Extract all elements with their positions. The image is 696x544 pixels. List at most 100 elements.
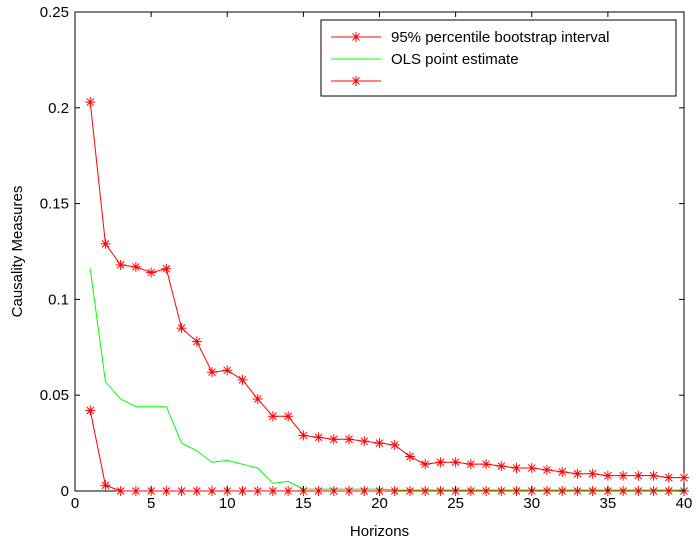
data-point-marker [511, 486, 522, 496]
series-line [89, 268, 684, 491]
data-point-marker [237, 374, 248, 385]
legend-marker [351, 32, 361, 42]
data-point-marker [207, 367, 218, 378]
data-point-marker [344, 434, 355, 445]
data-point-marker [450, 457, 461, 468]
series-line [89, 101, 684, 479]
data-point-marker [344, 486, 355, 496]
data-point-marker [283, 486, 294, 496]
data-point-marker [526, 463, 537, 474]
data-point-marker [572, 486, 583, 496]
x-tick-label: 20 [371, 495, 388, 512]
data-point-marker [633, 470, 644, 481]
data-point-marker [541, 486, 552, 496]
series-line [89, 410, 684, 492]
legend-item: OLS point estimate [331, 51, 519, 68]
data-point-marker [374, 438, 385, 449]
data-point-marker [252, 394, 263, 405]
data-point-marker [161, 486, 172, 496]
legend-label: OLS point estimate [391, 51, 519, 68]
data-point-marker [85, 405, 96, 416]
data-point-marker [389, 440, 400, 451]
data-point-marker [267, 411, 278, 422]
data-point-marker [557, 466, 568, 477]
data-point-marker [496, 461, 507, 472]
data-point-marker [115, 486, 126, 496]
data-point-marker [481, 486, 492, 496]
y-tick-label: 0.2 [48, 100, 69, 117]
series-2 [89, 268, 684, 491]
data-point-marker [648, 486, 659, 496]
data-point-marker [633, 486, 644, 496]
data-point-marker [679, 472, 689, 483]
data-point-marker [404, 451, 415, 462]
data-point-marker [663, 472, 674, 483]
data-point-marker [191, 336, 202, 347]
y-axis-title: Causality Measures [9, 186, 26, 318]
data-point-marker [420, 459, 431, 470]
data-point-marker [541, 464, 552, 475]
data-point-marker [404, 486, 415, 496]
legend-item: 95% percentile bootstrap interval [331, 29, 609, 46]
y-tick-label: 0.25 [40, 4, 69, 21]
y-tick-label: 0.15 [40, 196, 69, 213]
data-point-marker [359, 486, 370, 496]
x-tick-label: 15 [295, 495, 312, 512]
series-3 [85, 405, 689, 496]
data-point-marker [191, 486, 202, 496]
x-tick-label: 30 [523, 495, 540, 512]
data-point-marker [130, 486, 141, 496]
data-point-marker [130, 261, 141, 272]
data-point-marker [557, 486, 568, 496]
data-point-marker [435, 486, 446, 496]
data-point-marker [267, 486, 278, 496]
x-tick-label: 0 [71, 495, 79, 512]
x-axis-title: Horizons [350, 523, 409, 540]
x-tick-label: 5 [147, 495, 155, 512]
data-point-marker [328, 486, 339, 496]
data-point-marker [313, 432, 324, 443]
x-tick-label: 10 [219, 495, 236, 512]
x-tick-label: 40 [676, 495, 693, 512]
legend-box [320, 19, 677, 97]
data-point-marker [496, 486, 507, 496]
data-point-marker [572, 468, 583, 479]
data-point-marker [389, 486, 400, 496]
data-point-marker [435, 457, 446, 468]
data-point-marker [161, 263, 172, 274]
data-point-marker [602, 470, 613, 481]
data-point-marker [100, 480, 111, 491]
series-1 [85, 97, 689, 483]
legend-marker [351, 76, 361, 86]
data-point-marker [146, 267, 157, 278]
legend-label: 95% percentile bootstrap interval [391, 29, 609, 46]
data-point-marker [176, 486, 187, 496]
data-point-marker [298, 430, 309, 441]
data-point-marker [420, 486, 431, 496]
data-point-marker [359, 436, 370, 447]
data-point-marker [481, 459, 492, 470]
data-point-marker [207, 486, 218, 496]
data-point-marker [465, 459, 476, 470]
series-layer [85, 97, 689, 496]
data-point-marker [85, 97, 96, 108]
data-point-marker [648, 470, 659, 481]
axis-layer: 0 5 10 15 20 25 30 35 40 0 0.05 0.1 0.15 0.2 0.25 [40, 4, 693, 512]
x-tick-label: 35 [600, 495, 617, 512]
data-point-marker [115, 259, 126, 270]
legend: 95% percentile bootstrap interval OLS poi… [320, 19, 677, 97]
data-point-marker [237, 486, 248, 496]
x-tick-label: 25 [447, 495, 464, 512]
data-point-marker [176, 323, 187, 334]
legend-item [331, 76, 381, 86]
data-point-marker [465, 486, 476, 496]
data-point-marker [618, 470, 629, 481]
data-point-marker [328, 434, 339, 445]
data-point-marker [587, 468, 598, 479]
data-point-marker [283, 411, 294, 422]
y-tick-label: 0.1 [48, 291, 69, 308]
y-tick-label: 0 [61, 483, 69, 500]
data-point-marker [100, 238, 111, 249]
data-point-marker [587, 486, 598, 496]
